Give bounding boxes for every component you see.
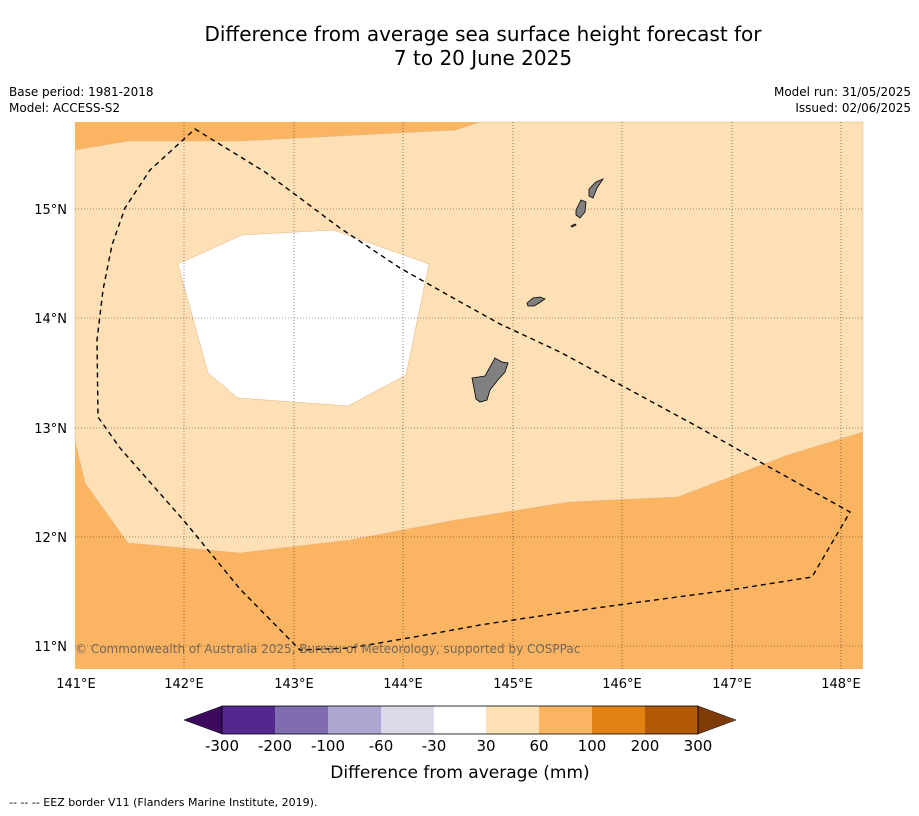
chart-title: Difference from average sea surface heig… bbox=[0, 22, 919, 70]
gridlines bbox=[75, 122, 863, 669]
colorbar: -300 -200 -100 -60 -30 30 60 100 200 300… bbox=[183, 705, 737, 783]
contour-30-60 bbox=[74, 121, 864, 554]
meta-right: Model run: 31/05/2025 Issued: 02/06/2025 bbox=[774, 84, 911, 116]
lat-tick: 15°N bbox=[34, 203, 67, 218]
colorbar-extend-min bbox=[183, 705, 223, 735]
colorbar-swatch bbox=[434, 706, 486, 734]
colorbar-swatch bbox=[275, 706, 328, 734]
base-period: Base period: 1981-2018 bbox=[9, 85, 154, 99]
colorbar-swatch bbox=[592, 706, 645, 734]
colorbar-swatch bbox=[328, 706, 381, 734]
colorbar-label: 200 bbox=[631, 737, 660, 755]
colorbar-swatch bbox=[645, 706, 698, 734]
colorbar-title: Difference from average (mm) bbox=[330, 763, 589, 783]
colorbar-label: 60 bbox=[529, 737, 548, 755]
lon-tick: 141°E bbox=[56, 677, 96, 692]
model-run: Model run: 31/05/2025 bbox=[773, 85, 911, 99]
lat-tick: 14°N bbox=[34, 312, 67, 327]
lon-tick: 148°E bbox=[821, 677, 861, 692]
colorbar-label: 30 bbox=[476, 737, 495, 755]
colorbar-outline bbox=[221, 705, 699, 735]
island-saipan bbox=[588, 178, 605, 199]
lat-tick: 13°N bbox=[34, 422, 67, 437]
lon-tick: 146°E bbox=[602, 677, 642, 692]
colorbar-label: 100 bbox=[578, 737, 607, 755]
colorbar-label: -200 bbox=[258, 737, 292, 755]
meta-left: Base period: 1981-2018 Model: ACCESS-S2 bbox=[9, 84, 154, 116]
copyright-text: © Commonwealth of Australia 2025, Bureau… bbox=[75, 642, 580, 656]
colorbar-label: -300 bbox=[205, 737, 239, 755]
eez-border bbox=[96, 128, 851, 651]
lon-tick: 147°E bbox=[712, 677, 752, 692]
lon-tick: 143°E bbox=[274, 677, 314, 692]
title-line-1: Difference from average sea surface heig… bbox=[204, 22, 762, 46]
island-rota bbox=[526, 296, 546, 307]
colorbar-swatch bbox=[381, 706, 434, 734]
islands bbox=[471, 178, 605, 403]
lon-tick: 144°E bbox=[383, 677, 423, 692]
lon-tick: 145°E bbox=[493, 677, 533, 692]
colorbar-extend-max bbox=[697, 705, 737, 735]
colorbar-label: 300 bbox=[684, 737, 713, 755]
island-guam bbox=[471, 357, 509, 403]
colorbar-swatch bbox=[539, 706, 592, 734]
colorbar-swatch bbox=[222, 706, 275, 734]
colorbar-label: -30 bbox=[422, 737, 447, 755]
lon-tick: 142°E bbox=[164, 677, 204, 692]
issued-date: Issued: 02/06/2025 bbox=[795, 101, 911, 115]
title-line-2: 7 to 20 June 2025 bbox=[393, 46, 573, 70]
lat-tick: 11°N bbox=[34, 640, 67, 655]
colorbar-labels: -300 -200 -100 -60 -30 30 60 100 200 300 bbox=[205, 737, 712, 755]
lat-tick: 12°N bbox=[34, 531, 67, 546]
latitude-ticks: 11°N 12°N 13°N 14°N 15°N bbox=[34, 203, 67, 655]
colorbar-label: -100 bbox=[311, 737, 345, 755]
longitude-ticks: 141°E 142°E 143°E 144°E 145°E 146°E 147°… bbox=[56, 677, 861, 692]
model-name: Model: ACCESS-S2 bbox=[9, 101, 121, 115]
colorbar-swatch bbox=[486, 706, 539, 734]
island-aguijan bbox=[570, 223, 577, 228]
colorbar-label: -60 bbox=[369, 737, 394, 755]
eez-legend-note: -- -- -- EEZ border V11 (Flanders Marine… bbox=[9, 796, 318, 809]
island-tinian bbox=[575, 199, 587, 219]
